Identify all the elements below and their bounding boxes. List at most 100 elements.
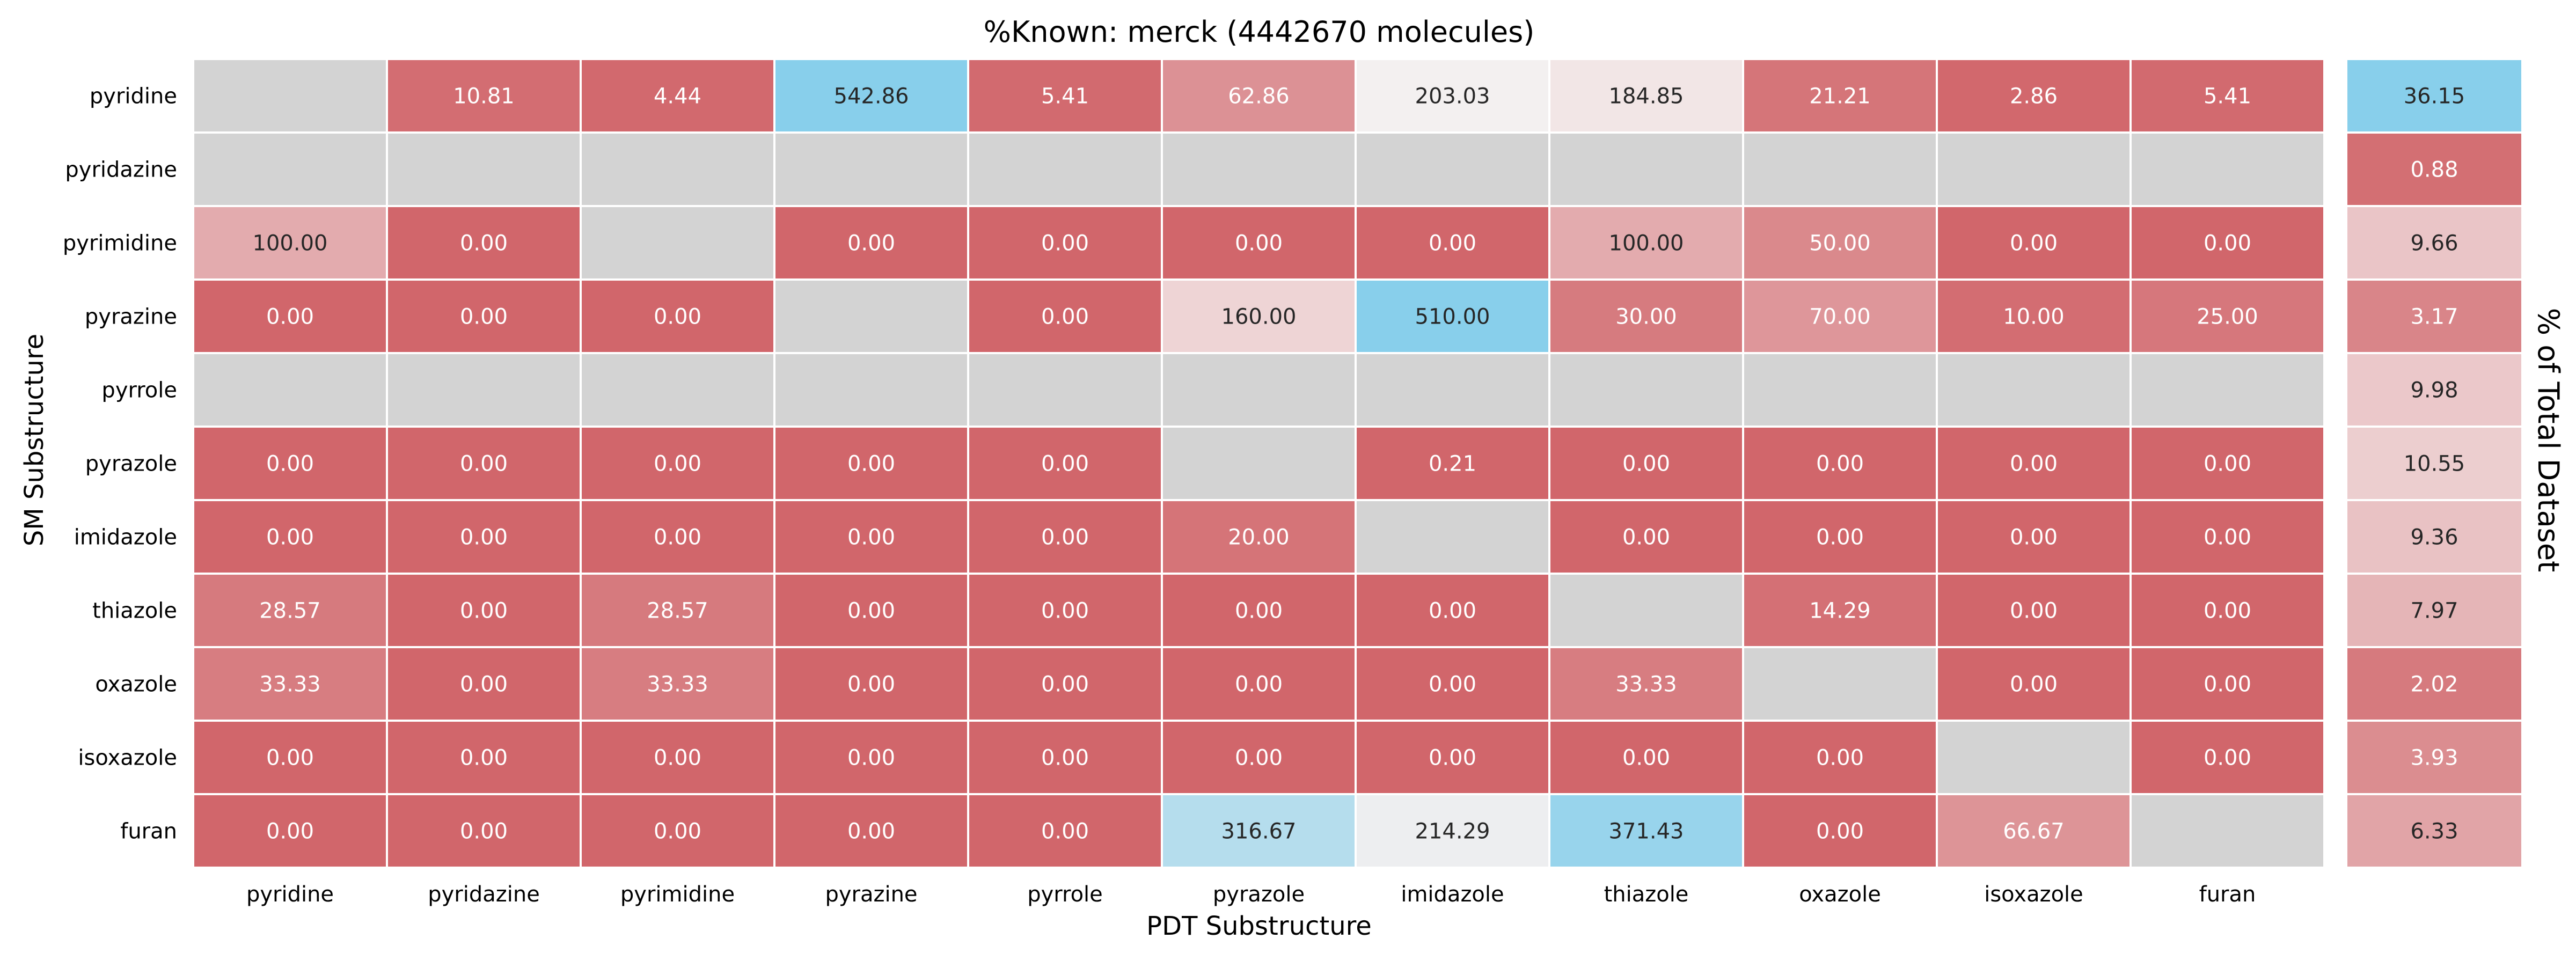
heatmap-cell — [1936, 426, 2132, 501]
heatmap-cell — [1548, 131, 1744, 207]
heatmap-cell — [1161, 499, 1357, 575]
side-cell — [2345, 573, 2523, 648]
heatmap-cell — [1936, 205, 2132, 281]
heatmap-cell — [386, 205, 582, 281]
cell-value-label: 0.00 — [2010, 672, 2058, 697]
heatmap-cell — [967, 793, 1163, 869]
cell-value-label: 66.67 — [2003, 819, 2065, 844]
side-value-label: 36.15 — [2404, 84, 2465, 109]
heatmap-cell — [1548, 793, 1744, 869]
col-tick-label: thiazole — [1604, 882, 1689, 907]
heatmap-cell — [2129, 278, 2325, 354]
heatmap-cell — [2129, 793, 2325, 869]
cell-value-label: 0.00 — [1235, 599, 1283, 624]
cell-value-label: 62.86 — [1228, 84, 1290, 109]
heatmap-cell — [1742, 278, 1938, 354]
heatmap-cell — [773, 720, 969, 795]
cell-value-label: 0.00 — [1041, 305, 1089, 329]
cell-value-label: 542.86 — [834, 84, 909, 109]
side-cell — [2345, 793, 2523, 869]
cell-value-label: 0.00 — [460, 672, 508, 697]
heatmap-cell — [1742, 720, 1938, 795]
row-tick-label: pyridine — [90, 84, 177, 109]
side-cell — [2345, 499, 2523, 575]
row-tick-label: pyridazine — [65, 158, 177, 182]
side-cell — [2345, 426, 2523, 501]
cell-value-label: 0.00 — [266, 819, 314, 844]
cell-value-label: 0.00 — [2204, 231, 2251, 256]
y-axis-label: SM Substructure — [19, 334, 49, 546]
col-labels: pyridine pyridazine pyrimidine pyrazine pyrr… — [246, 882, 2256, 907]
heatmap-cell — [967, 205, 1163, 281]
heatmap-cell — [1161, 352, 1357, 428]
side-axis-label: % of Total Dataset — [2531, 308, 2565, 572]
heatmap-cell — [386, 131, 582, 207]
col-tick-label: pyridazine — [428, 882, 540, 907]
heatmap-cell — [1161, 426, 1357, 501]
col-tick-label: oxazole — [1799, 882, 1881, 907]
heatmap-cell — [192, 426, 388, 501]
row-tick-label: isoxazole — [78, 746, 177, 771]
heatmap-cell — [386, 793, 582, 869]
cell-value-label: 0.00 — [654, 452, 701, 476]
cell-value-label: 510.00 — [1415, 305, 1490, 329]
cell-value-label: 33.33 — [647, 672, 708, 697]
heatmap-cell — [1161, 720, 1357, 795]
side-cell — [2345, 646, 2523, 722]
heatmap-cell — [1936, 352, 2132, 428]
cell-value-label: 0.00 — [1041, 525, 1089, 550]
heatmap-cell — [2129, 58, 2325, 134]
cell-value-label: 0.21 — [1429, 452, 1476, 476]
cell-value-label: 100.00 — [1609, 231, 1684, 256]
col-tick-label: pyrazole — [1213, 882, 1305, 907]
heatmap-cell — [192, 573, 388, 648]
cell-value-label: 5.41 — [2204, 84, 2251, 109]
cell-value-label: 0.00 — [847, 525, 895, 550]
cell-value-label: 0.00 — [847, 231, 895, 256]
cell-value-label: 316.67 — [1221, 819, 1297, 844]
heatmap-cell — [1742, 793, 1938, 869]
heatmap-cell — [773, 573, 969, 648]
cell-value-label: 0.00 — [1041, 231, 1089, 256]
heatmap-cell — [1548, 426, 1744, 501]
cell-value-label: 371.43 — [1609, 819, 1684, 844]
cell-value-label: 0.00 — [1816, 452, 1864, 476]
cell-value-label: 0.00 — [1235, 746, 1283, 771]
heatmap-cell — [1355, 646, 1550, 722]
heatmap-cell — [580, 278, 775, 354]
heatmap-cell — [2129, 352, 2325, 428]
heatmap-cell — [1742, 352, 1938, 428]
row-labels: pyridine pyridazine pyrimidine pyrazine pyrr… — [63, 84, 177, 844]
side-value-label: 9.98 — [2410, 378, 2458, 403]
side-value-label: 6.33 — [2410, 819, 2458, 844]
col-tick-label: pyrimidine — [620, 882, 735, 907]
cell-value-label: 0.00 — [847, 672, 895, 697]
cell-value-label: 28.57 — [259, 599, 321, 624]
heatmap-cell — [1548, 646, 1744, 722]
cell-value-label: 0.00 — [1235, 672, 1283, 697]
heatmap-cell — [580, 793, 775, 869]
row-tick-label: oxazole — [95, 672, 177, 697]
heatmap-cell — [1548, 573, 1744, 648]
cell-value-label: 0.00 — [2204, 525, 2251, 550]
heatmap-cell — [1161, 573, 1357, 648]
cell-value-label: 0.00 — [2204, 746, 2251, 771]
side-value-label: 9.36 — [2410, 525, 2458, 550]
cell-value-label: 184.85 — [1609, 84, 1684, 109]
side-cell — [2345, 720, 2523, 795]
heatmap-cell — [1161, 646, 1357, 722]
cell-value-label: 0.00 — [2204, 452, 2251, 476]
side-value-label: 2.02 — [2410, 672, 2458, 697]
cell-value-label: 203.03 — [1415, 84, 1490, 109]
heatmap-cell — [773, 646, 969, 722]
heatmap-cell — [1742, 646, 1938, 722]
cell-value-label: 50.00 — [1809, 231, 1871, 256]
heatmap-cell — [580, 573, 775, 648]
heatmap-cell — [1548, 352, 1744, 428]
col-tick-label: furan — [2199, 882, 2256, 907]
cell-value-label: 70.00 — [1809, 305, 1871, 329]
cell-value-label: 0.00 — [2204, 672, 2251, 697]
heatmap-cell — [1936, 720, 2132, 795]
heatmap-cell — [1355, 499, 1550, 575]
cell-value-label: 0.00 — [1622, 525, 1670, 550]
